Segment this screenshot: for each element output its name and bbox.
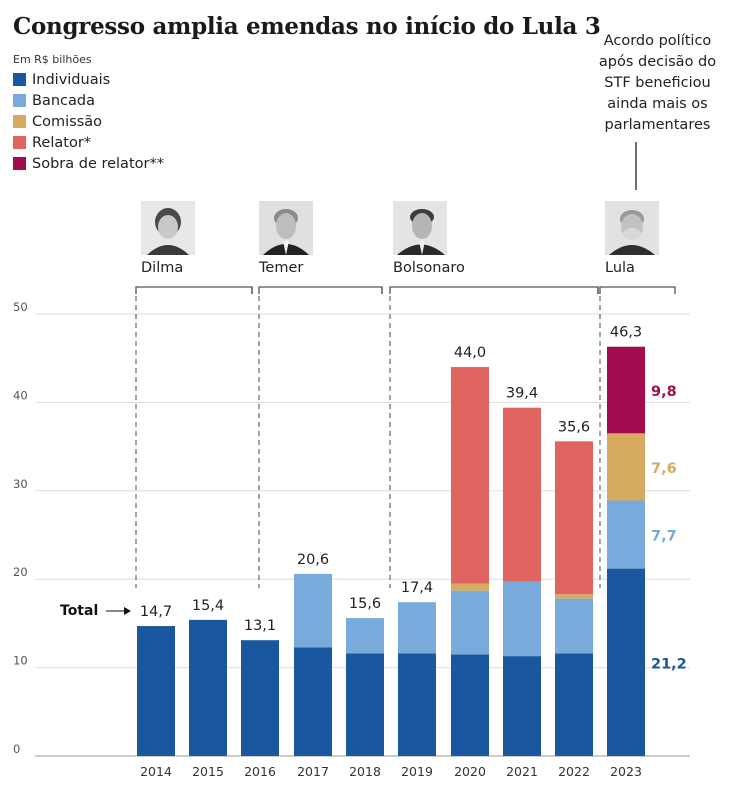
y-tick-label: 20 bbox=[13, 565, 28, 579]
bar-segment bbox=[398, 653, 436, 756]
unit-label: Em R$ bilhões bbox=[13, 53, 92, 66]
portrait-photo-icon bbox=[393, 201, 447, 255]
bar-segment bbox=[451, 654, 489, 756]
bar-segment bbox=[346, 618, 384, 654]
legend-label: Relator* bbox=[32, 134, 92, 151]
x-tick-label: 2023 bbox=[610, 764, 642, 779]
bar-segment bbox=[451, 367, 489, 584]
x-tick-label: 2020 bbox=[454, 764, 486, 779]
x-tick-label: 2016 bbox=[244, 764, 276, 779]
bar-segment bbox=[555, 598, 593, 654]
legend-label: Sobra de relator** bbox=[32, 155, 164, 172]
bar-total-label: 17,4 bbox=[401, 580, 433, 596]
bar-segment bbox=[294, 647, 332, 756]
bar-total-label: 13,1 bbox=[244, 618, 276, 634]
y-tick-label: 10 bbox=[13, 654, 28, 668]
y-tick-label: 50 bbox=[13, 300, 28, 314]
bar-segment bbox=[451, 583, 489, 591]
bar-segment bbox=[555, 594, 593, 599]
bar-segment bbox=[607, 568, 645, 756]
x-tick-label: 2022 bbox=[558, 764, 590, 779]
portrait-bolsonaro bbox=[393, 201, 447, 255]
legend-item-comissao: Comissão bbox=[13, 111, 164, 132]
president-name-lula: Lula bbox=[605, 260, 635, 276]
portrait-dilma bbox=[141, 201, 195, 255]
y-tick-label: 0 bbox=[13, 742, 20, 756]
bar-segment bbox=[294, 573, 332, 648]
chart-title: Congresso amplia emendas no início do Lu… bbox=[13, 13, 601, 40]
legend-swatch bbox=[13, 157, 26, 170]
president-name-dilma: Dilma bbox=[141, 260, 184, 276]
portrait-temer bbox=[259, 201, 313, 255]
x-tick-label: 2019 bbox=[401, 764, 433, 779]
bar-segment bbox=[398, 602, 436, 654]
bar-segment bbox=[607, 346, 645, 434]
portrait-photo-icon bbox=[259, 201, 313, 255]
bar-segment bbox=[555, 653, 593, 756]
x-tick-label: 2015 bbox=[192, 764, 224, 779]
legend-item-bancada: Bancada bbox=[13, 90, 164, 111]
legend-item-relator: Relator* bbox=[13, 132, 164, 153]
bar-total-label: 39,4 bbox=[506, 386, 538, 402]
bar-total-label: 15,6 bbox=[349, 596, 381, 612]
legend-label: Comissão bbox=[32, 113, 103, 130]
bar-segment bbox=[346, 653, 384, 756]
x-tick-label: 2017 bbox=[297, 764, 329, 779]
segment-value-label: 9,8 bbox=[651, 384, 677, 400]
bar-segment bbox=[503, 656, 541, 756]
x-tick-label: 2021 bbox=[506, 764, 538, 779]
legend-swatch bbox=[13, 136, 26, 149]
legend-swatch bbox=[13, 73, 26, 86]
president-name-temer: Temer bbox=[259, 260, 304, 276]
segment-value-label: 7,7 bbox=[651, 529, 677, 545]
president-name-bolsonaro: Bolsonaro bbox=[393, 260, 465, 276]
x-tick-label: 2018 bbox=[349, 764, 381, 779]
bar-total-label: 35,6 bbox=[558, 419, 590, 435]
legend: Individuais Bancada Comissão Relator* So… bbox=[13, 69, 164, 174]
y-tick-label: 40 bbox=[13, 388, 28, 402]
president-bracket bbox=[389, 286, 599, 294]
bar-segment bbox=[607, 500, 645, 569]
bar-segment bbox=[241, 640, 279, 756]
bar-segment bbox=[503, 407, 541, 582]
bar-total-label: 14,7 bbox=[140, 604, 172, 620]
arrow-icon bbox=[124, 607, 131, 615]
segment-value-label: 7,6 bbox=[651, 461, 677, 477]
bar-total-label: 44,0 bbox=[454, 345, 486, 361]
portrait-lula bbox=[605, 201, 659, 255]
bar-total-label: 15,4 bbox=[192, 598, 224, 614]
y-tick-label: 30 bbox=[13, 477, 28, 491]
bar-segment bbox=[189, 619, 227, 756]
legend-item-sobra-de-relator: Sobra de relator** bbox=[13, 153, 164, 174]
segment-value-label: 21,2 bbox=[651, 656, 687, 672]
total-label: Total bbox=[60, 603, 98, 619]
president-bracket bbox=[258, 286, 383, 294]
x-tick-label: 2014 bbox=[140, 764, 172, 779]
bar-segment bbox=[607, 433, 645, 501]
bar-segment bbox=[503, 581, 541, 657]
portrait-photo-icon bbox=[605, 201, 659, 255]
president-bracket bbox=[135, 286, 253, 294]
bar-segment bbox=[555, 441, 593, 595]
bar-total-label: 20,6 bbox=[297, 552, 329, 568]
portrait-photo-icon bbox=[141, 201, 195, 255]
legend-label: Bancada bbox=[32, 92, 95, 109]
bar-segment bbox=[137, 626, 175, 756]
legend-swatch bbox=[13, 94, 26, 107]
annotation-note: Acordo político após decisão do STF bene… bbox=[598, 33, 717, 133]
bar-total-label: 46,3 bbox=[610, 325, 642, 341]
legend-label: Individuais bbox=[32, 71, 111, 88]
legend-swatch bbox=[13, 115, 26, 128]
bar-segment bbox=[451, 590, 489, 655]
legend-item-individuais: Individuais bbox=[13, 69, 164, 90]
president-bracket bbox=[599, 286, 676, 294]
